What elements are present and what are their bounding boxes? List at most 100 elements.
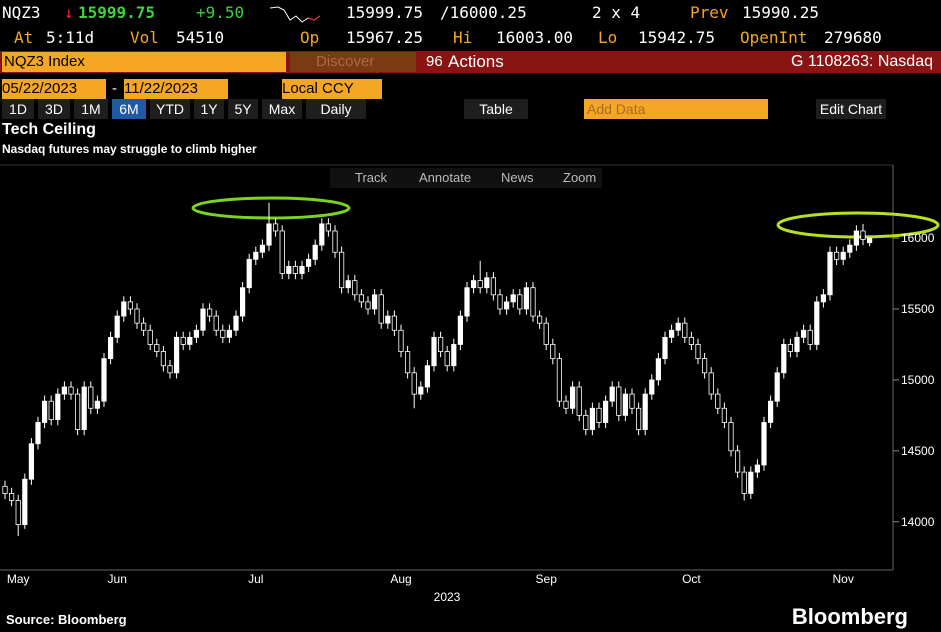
candle-body <box>741 471 747 494</box>
candle-body <box>160 351 166 367</box>
annotate-tool[interactable]: Annotate <box>419 170 471 185</box>
security-field[interactable]: NQZ3 Index <box>2 52 286 72</box>
news-tool[interactable]: News <box>501 170 534 185</box>
candle-body <box>68 386 74 395</box>
candle-body <box>721 407 728 423</box>
candle-body <box>48 400 54 421</box>
period-button[interactable]: 5Y <box>228 99 258 119</box>
currency[interactable]: Local CCY <box>282 79 382 99</box>
candle-body <box>497 294 503 310</box>
period-button[interactable]: 3D <box>38 99 70 119</box>
frequency[interactable]: Daily <box>306 99 366 119</box>
bid: 15999.75 <box>346 3 424 22</box>
change: +9.50 <box>196 3 245 22</box>
candle-body <box>121 301 127 317</box>
x-tick-label: Sep <box>536 572 558 586</box>
size: 2 x 4 <box>592 3 641 22</box>
candle-body <box>774 372 780 402</box>
actions-icon: 96 <box>426 53 443 70</box>
candle-body <box>589 407 596 430</box>
low-label: Lo <box>598 28 618 47</box>
end-date[interactable]: 11/22/2023 <box>124 79 228 99</box>
candle-body <box>603 400 609 423</box>
candle-body <box>385 315 391 324</box>
candle-body <box>319 223 325 246</box>
date-dash: - <box>112 80 117 97</box>
period-button[interactable]: 6M <box>112 99 146 119</box>
candle-body <box>655 358 662 381</box>
brand: Bloomberg <box>792 604 908 629</box>
candle-body <box>761 422 767 466</box>
actions-button[interactable]: Actions <box>448 52 504 71</box>
candle-body <box>345 280 351 289</box>
candle-body <box>867 237 873 244</box>
candle-body <box>728 422 734 452</box>
candle-body <box>206 308 213 317</box>
period-button[interactable]: YTD <box>150 99 190 119</box>
candle-body <box>42 400 48 423</box>
candle-body <box>279 230 285 274</box>
add-data[interactable]: Add Data <box>584 99 768 119</box>
candle-body <box>325 223 332 232</box>
candle-body <box>827 251 833 296</box>
candle-body <box>187 336 193 345</box>
edit-chart[interactable]: Edit Chart <box>816 99 886 119</box>
candle-body <box>477 280 483 289</box>
candle-body <box>220 329 226 338</box>
candle-body <box>543 322 549 345</box>
candle-body <box>418 386 424 395</box>
candle-body <box>649 379 655 395</box>
candle-body <box>437 336 444 352</box>
track-tool[interactable]: Track <box>355 170 388 185</box>
candle-body <box>305 258 312 267</box>
chart-id: G 1108263: Nasdaq <box>790 53 933 70</box>
candle-body <box>259 244 266 253</box>
candle-body <box>352 280 358 296</box>
candle-body <box>583 414 589 430</box>
candle-body <box>853 230 860 246</box>
candle-body <box>682 322 688 338</box>
zoom-tool[interactable]: Zoom <box>563 170 596 185</box>
candle-body <box>688 336 695 345</box>
candle-body <box>662 336 668 360</box>
discover-button[interactable]: Discover <box>290 52 416 72</box>
source: Source: Bloomberg <box>6 612 127 627</box>
candle-body <box>787 344 794 352</box>
candle-body <box>200 308 206 331</box>
candle-body <box>708 372 714 395</box>
period-button[interactable]: 1Y <box>194 99 224 119</box>
candle-body <box>431 336 437 367</box>
candle-body <box>2 485 8 494</box>
sparkline <box>270 6 320 23</box>
x-tick-label: Jun <box>108 572 127 586</box>
candle-body <box>75 393 81 430</box>
candle-body <box>8 492 15 501</box>
y-tick-label: 14000 <box>901 515 935 529</box>
open-interest: 279680 <box>824 28 882 47</box>
candle-body <box>840 251 846 260</box>
start-date[interactable]: 05/22/2023 <box>2 79 106 99</box>
candle-body <box>213 315 219 331</box>
y-tick-label: 15000 <box>901 373 935 387</box>
period-button[interactable]: 1M <box>74 99 108 119</box>
y-tick-label: 15500 <box>901 302 935 316</box>
period-button[interactable]: 1D <box>2 99 34 119</box>
candle-body <box>490 277 497 296</box>
candle-body <box>609 386 615 402</box>
x-tick-label: May <box>7 572 30 586</box>
candle-body <box>424 365 431 388</box>
candle-body <box>847 244 853 253</box>
candle-body <box>820 294 827 303</box>
candle-body <box>140 322 147 331</box>
candle-body <box>266 223 272 246</box>
candle-body <box>451 344 457 367</box>
candle-body <box>457 315 464 345</box>
down-arrow: ↓ <box>64 3 74 22</box>
candle-body <box>622 393 629 416</box>
period-button[interactable]: Max <box>262 99 302 119</box>
high: 16003.00 <box>496 28 574 47</box>
candle-body <box>404 351 411 374</box>
candle-body <box>563 400 569 409</box>
oi-label: OpenInt <box>740 28 808 47</box>
table-button[interactable]: Table <box>464 99 528 119</box>
